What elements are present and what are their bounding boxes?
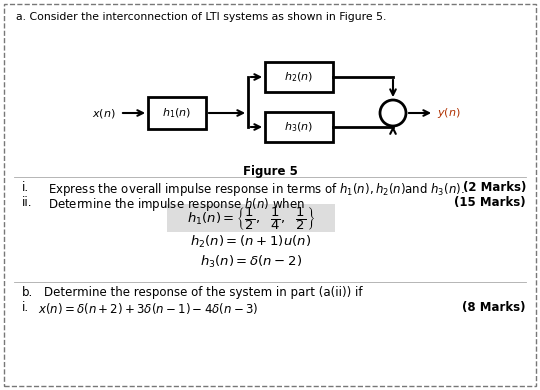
Text: a. Consider the interconnection of LTI systems as shown in Figure 5.: a. Consider the interconnection of LTI s… [16, 12, 387, 22]
Text: (8 Marks): (8 Marks) [462, 301, 526, 314]
Text: i.: i. [22, 181, 29, 194]
FancyBboxPatch shape [167, 204, 335, 232]
Text: $h_3(n) = \delta(n-2)$: $h_3(n) = \delta(n-2)$ [200, 254, 302, 270]
Bar [265, 112, 333, 142]
Text: $y(n)$: $y(n)$ [437, 106, 461, 120]
Text: ii.: ii. [22, 196, 32, 209]
Text: $h_1(n)$: $h_1(n)$ [163, 106, 192, 120]
Text: $h_2(n)$: $h_2(n)$ [285, 70, 314, 84]
Text: $h_2(n) = (n+1)u(n)$: $h_2(n) = (n+1)u(n)$ [191, 234, 312, 250]
Text: $x(n) = \delta(n+2) + 3\delta(n-1) - 4\delta(n-3)$: $x(n) = \delta(n+2) + 3\delta(n-1) - 4\d… [38, 301, 258, 316]
Text: $x(n)$: $x(n)$ [92, 106, 116, 119]
Circle shape [380, 100, 406, 126]
Bar [265, 62, 333, 92]
Text: $h_3(n)$: $h_3(n)$ [285, 120, 314, 134]
Text: (2 Marks): (2 Marks) [463, 181, 526, 194]
Text: b.: b. [22, 286, 33, 299]
Text: i.: i. [22, 301, 29, 314]
Text: (15 Marks): (15 Marks) [454, 196, 526, 209]
Text: Determine the impulse response $h(n)$ when: Determine the impulse response $h(n)$ wh… [48, 196, 305, 213]
Text: Express the overall impulse response in terms of $h_1(n), h_2(n)$and $h_3(n)$.: Express the overall impulse response in … [48, 181, 464, 198]
Text: Figure 5: Figure 5 [242, 165, 298, 178]
Text: Determine the response of the system in part (a(ii)) if: Determine the response of the system in … [44, 286, 362, 299]
Bar [148, 97, 206, 129]
Text: $h_1(n) = \left\{\dfrac{1}{2},\ \ \dfrac{1}{4},\ \ \dfrac{1}{2}\right\}$: $h_1(n) = \left\{\dfrac{1}{2},\ \ \dfrac… [187, 204, 315, 232]
